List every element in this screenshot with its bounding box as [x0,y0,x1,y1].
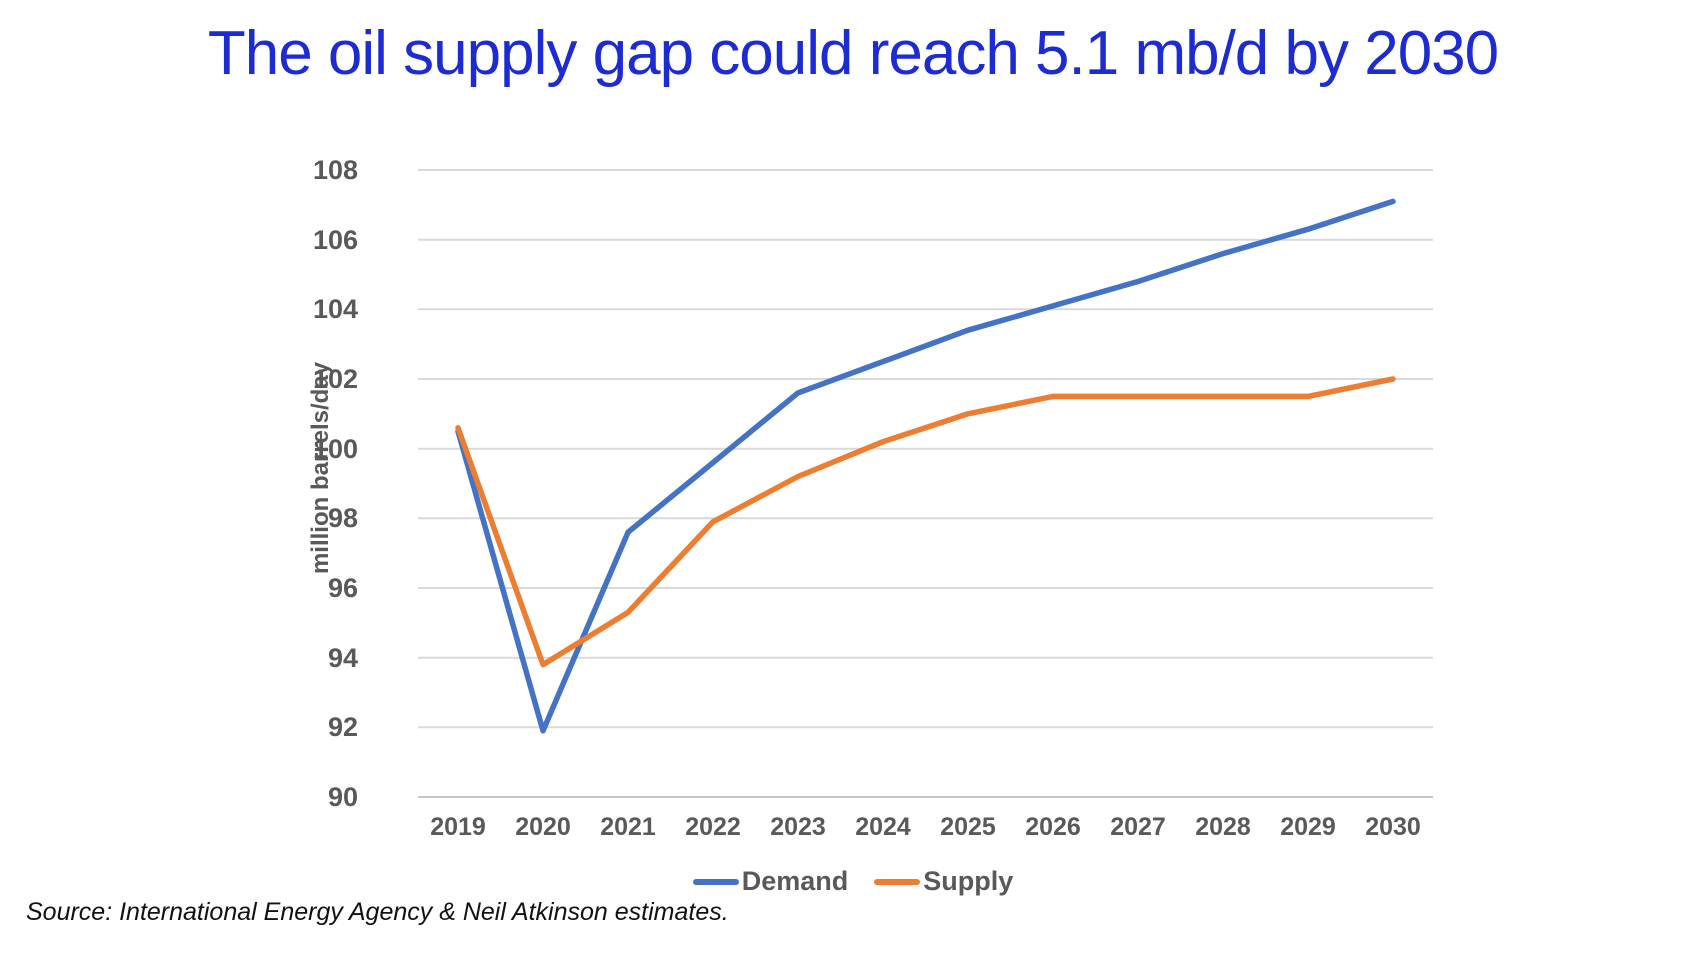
y-tick-108: 108 [312,155,358,185]
x-tick-2024: 2024 [855,813,911,841]
chart-title: The oil supply gap could reach 5.1 mb/d … [207,19,1499,88]
x-tick-2019: 2019 [430,813,486,841]
legend-item-demand: Demand [692,866,849,897]
supply-line-swatch [874,878,921,885]
x-tick-2020: 2020 [515,813,571,841]
supply-line [455,376,1396,668]
y-tick-104: 104 [312,294,358,325]
x-tick-2029: 2029 [1280,813,1336,841]
y-tick-92: 92 [327,712,358,743]
source-note: Source: International Energy Agency & Ne… [26,898,729,926]
demand-line-swatch [692,878,739,885]
x-tick-2022: 2022 [685,813,741,841]
x-tick-2030: 2030 [1365,813,1421,841]
y-tick-100: 100 [312,433,358,464]
y-tick-96: 96 [327,573,358,603]
y-tick-102: 102 [312,364,358,394]
chart-legend: Demand Supply [0,866,1706,897]
y-tick-94: 94 [327,642,358,673]
legend-label-supply: Supply [923,866,1014,896]
x-tick-2023: 2023 [770,813,826,841]
x-tick-2027: 2027 [1110,813,1166,841]
legend-item-supply: Supply [874,866,1013,897]
x-tick-2025: 2025 [940,813,996,841]
y-tick-106: 106 [312,224,358,255]
legend-label-demand: Demand [741,866,849,896]
x-tick-2026: 2026 [1025,813,1081,841]
y-tick-90: 90 [327,782,358,812]
x-tick-2028: 2028 [1195,813,1251,841]
y-axis-title: million barrels/day [307,361,334,575]
y-tick-98: 98 [327,503,358,534]
x-tick-2021: 2021 [600,813,656,841]
demand-line [455,198,1396,734]
